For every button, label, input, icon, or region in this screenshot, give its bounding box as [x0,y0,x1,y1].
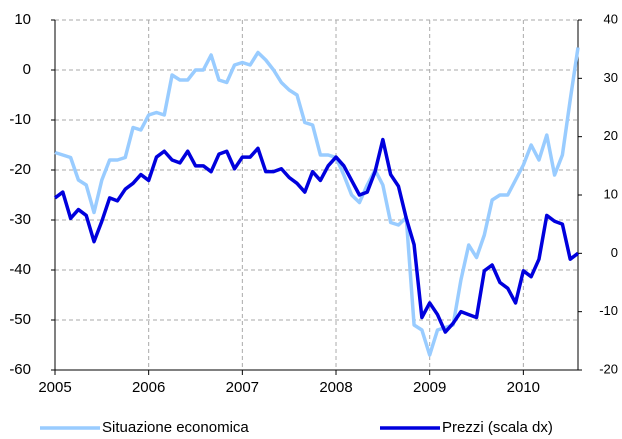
legend-label: Situazione economica [102,419,249,436]
y-tick-label: 0 [23,61,31,78]
y-tick-label: 10 [14,11,31,28]
x-tick-label: 2007 [226,379,259,396]
y-tick-label: -60 [9,361,31,378]
y2-tick-label: 10 [604,186,618,201]
y2-tick-label: 30 [604,70,618,85]
x-tick-label: 2008 [319,379,352,396]
x-tick-label: 2005 [38,379,71,396]
y-tick-label: -30 [9,211,31,228]
y2-tick-label: -10 [599,303,618,318]
legend-label: Prezzi (scala dx) [442,419,553,436]
y2-tick-label: 0 [611,245,618,260]
y-tick-label: -50 [9,311,31,328]
y-tick-label: -20 [9,161,31,178]
x-tick-label: 2010 [507,379,540,396]
y2-tick-label: -20 [599,361,618,376]
y2-tick-label: 40 [604,11,618,26]
series-line [53,137,580,334]
series-line [54,47,580,357]
y2-tick-label: 20 [604,128,618,143]
x-tick-label: 2006 [132,379,165,396]
y-tick-label: -10 [9,111,31,128]
y-tick-label: -40 [9,261,31,278]
x-tick-label: 2009 [413,379,446,396]
